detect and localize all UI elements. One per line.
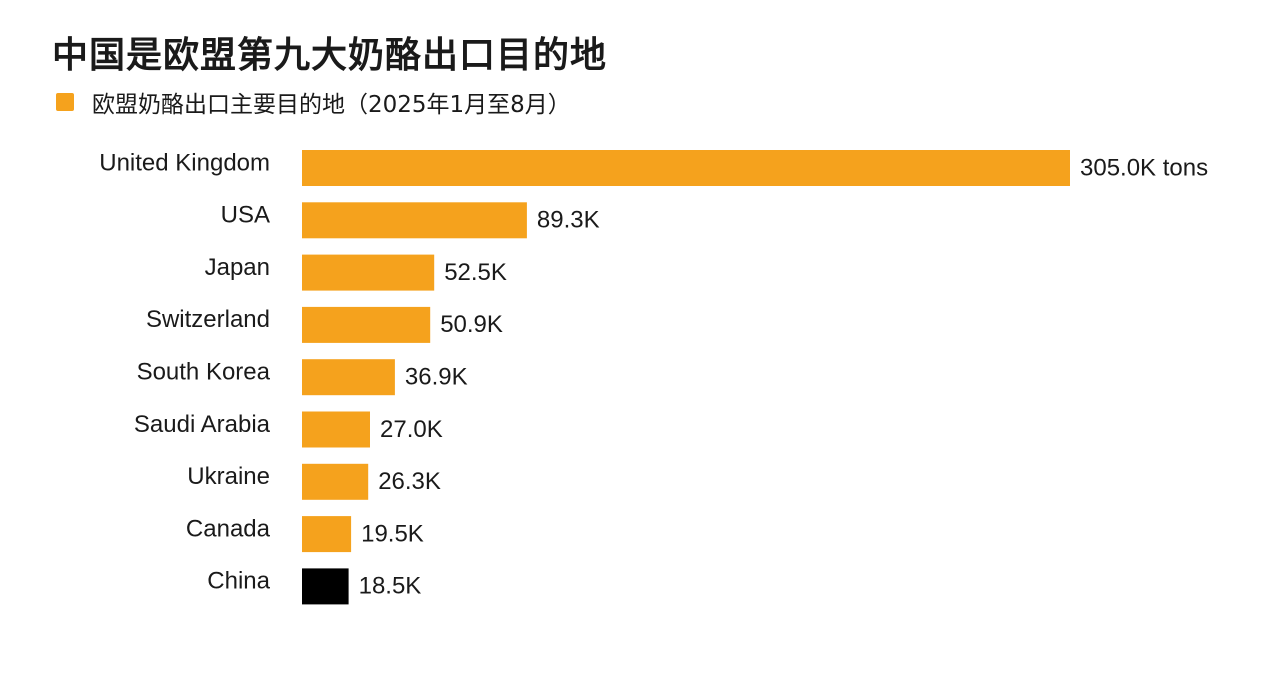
bar-south-korea — [302, 359, 395, 396]
bar-usa — [302, 202, 527, 239]
bar-ukraine — [302, 463, 369, 500]
value-label-saudi-arabia: 27.0K — [380, 416, 443, 443]
value-label-ukraine: 26.3K — [378, 468, 441, 495]
legend-label: 欧盟奶酪出口主要目的地（2025年1月至8月） — [92, 92, 571, 118]
category-label-switzerland: Switzerland — [146, 306, 270, 333]
legend-swatch — [56, 93, 74, 111]
value-label-usa: 89.3K — [537, 207, 600, 234]
category-label-china: China — [207, 568, 270, 595]
value-label-switzerland: 50.9K — [440, 311, 503, 338]
category-label-united-kingdom: United Kingdom — [99, 149, 270, 176]
value-label-china: 18.5K — [359, 573, 422, 600]
category-label-saudi-arabia: Saudi Arabia — [134, 411, 271, 438]
category-label-japan: Japan — [205, 254, 270, 281]
value-label-japan: 52.5K — [444, 259, 507, 286]
bar-japan — [302, 254, 435, 291]
category-label-usa: USA — [221, 202, 270, 229]
value-label-south-korea: 36.9K — [405, 364, 468, 391]
bar-saudi-arabia — [302, 411, 370, 448]
bar-united-kingdom — [302, 150, 1070, 186]
category-label-canada: Canada — [186, 515, 271, 542]
category-label-ukraine: Ukraine — [187, 463, 270, 490]
legend: 欧盟奶酪出口主要目的地（2025年1月至8月） — [56, 86, 571, 118]
bar-china — [302, 568, 349, 605]
bar-switzerland — [302, 306, 431, 343]
chart-title: 中国是欧盟第九大奶酪出口目的地 — [52, 35, 608, 76]
category-label-south-korea: South Korea — [137, 359, 271, 386]
bar-canada — [302, 516, 352, 553]
value-label-united-kingdom: 305.0K tons — [1080, 154, 1208, 181]
value-label-canada: 19.5K — [361, 520, 424, 547]
